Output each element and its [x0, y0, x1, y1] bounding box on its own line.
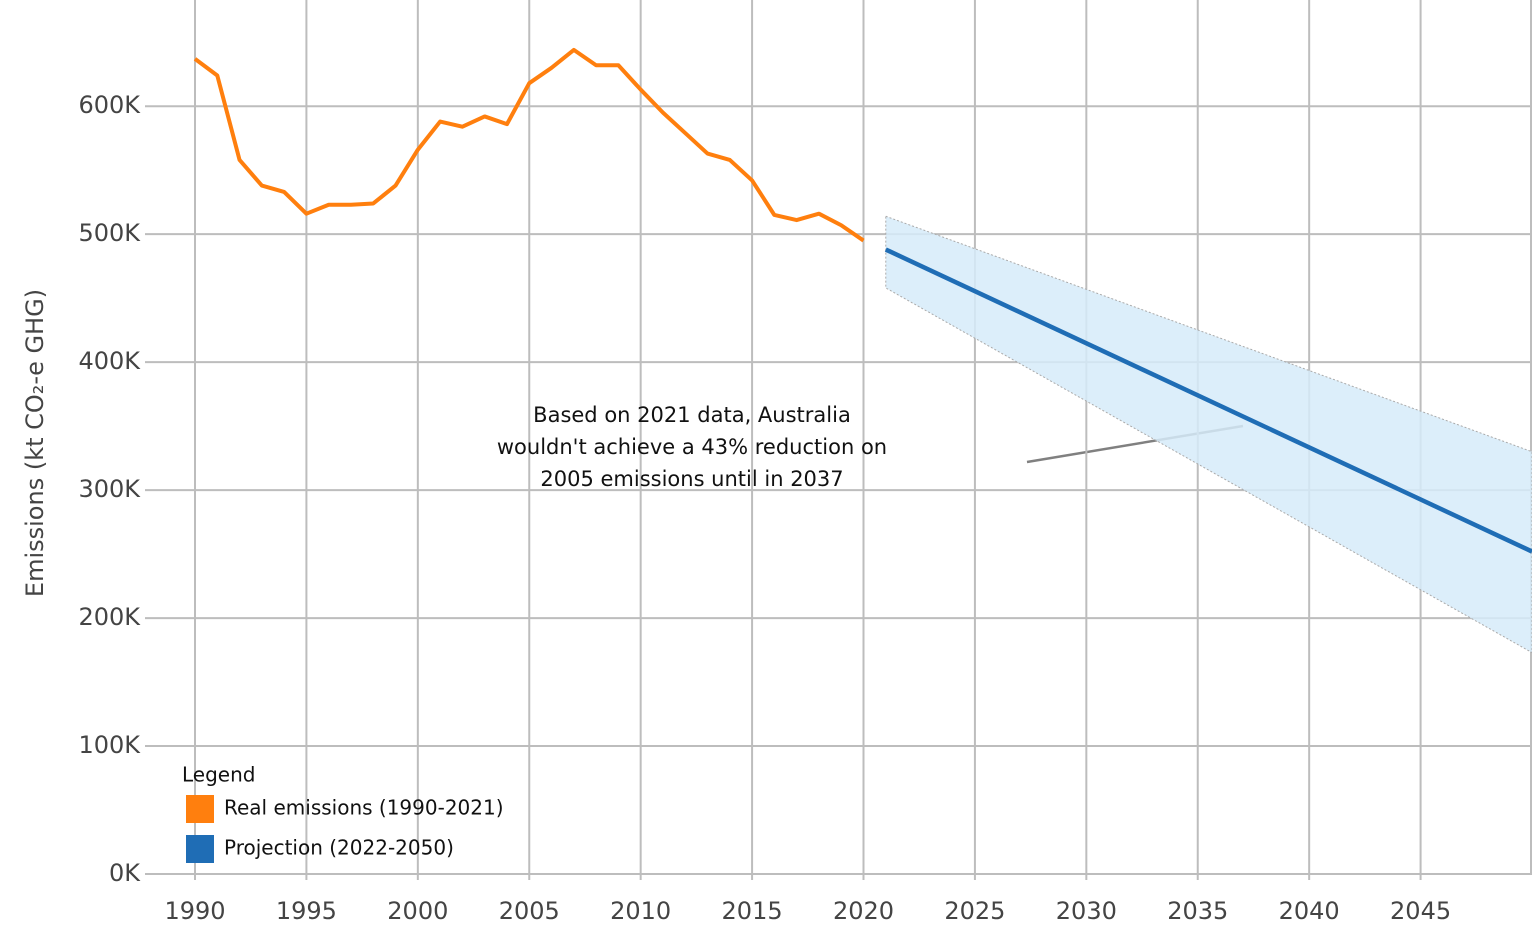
x-tick-label: 2000: [387, 897, 448, 925]
x-tick-label: 2040: [1279, 897, 1340, 925]
annotation: 2005 emissions until in 2037: [540, 467, 843, 491]
x-tick-label: 2045: [1390, 897, 1451, 925]
legend-swatch: [186, 835, 214, 863]
annotation: wouldn't achieve a 43% reduction on: [497, 435, 887, 459]
y-tick-label: 600K: [78, 91, 141, 119]
legend-label: Projection (2022-2050): [224, 836, 454, 860]
y-tick-label: 0K: [109, 859, 141, 887]
x-tick-label: 1995: [276, 897, 337, 925]
y-tick-label: 200K: [78, 603, 141, 631]
x-tick-label: 2015: [722, 897, 783, 925]
x-tick-label: 2005: [499, 897, 560, 925]
y-tick-label: 400K: [78, 347, 141, 375]
x-tick-label: 2035: [1167, 897, 1228, 925]
legend-title: Legend: [182, 763, 255, 787]
legend-swatch: [186, 795, 214, 823]
legend-label: Real emissions (1990-2021): [224, 796, 504, 820]
x-tick-label: 2030: [1056, 897, 1117, 925]
y-tick-label: 500K: [78, 219, 141, 247]
x-tick-label: 2025: [944, 897, 1005, 925]
y-axis-label: Emissions (kt CO₂-e GHG): [21, 289, 49, 597]
y-tick-label: 300K: [78, 475, 141, 503]
x-tick-label: 1990: [164, 897, 225, 925]
x-tick-label: 2010: [610, 897, 671, 925]
series-line: [193, 47, 865, 243]
x-tick-label: 2020: [833, 897, 894, 925]
series-line: [884, 247, 1532, 554]
annotation: Based on 2021 data, Australia: [533, 403, 851, 427]
y-tick-label: 100K: [78, 731, 141, 759]
projection-band: [885, 215, 1532, 654]
